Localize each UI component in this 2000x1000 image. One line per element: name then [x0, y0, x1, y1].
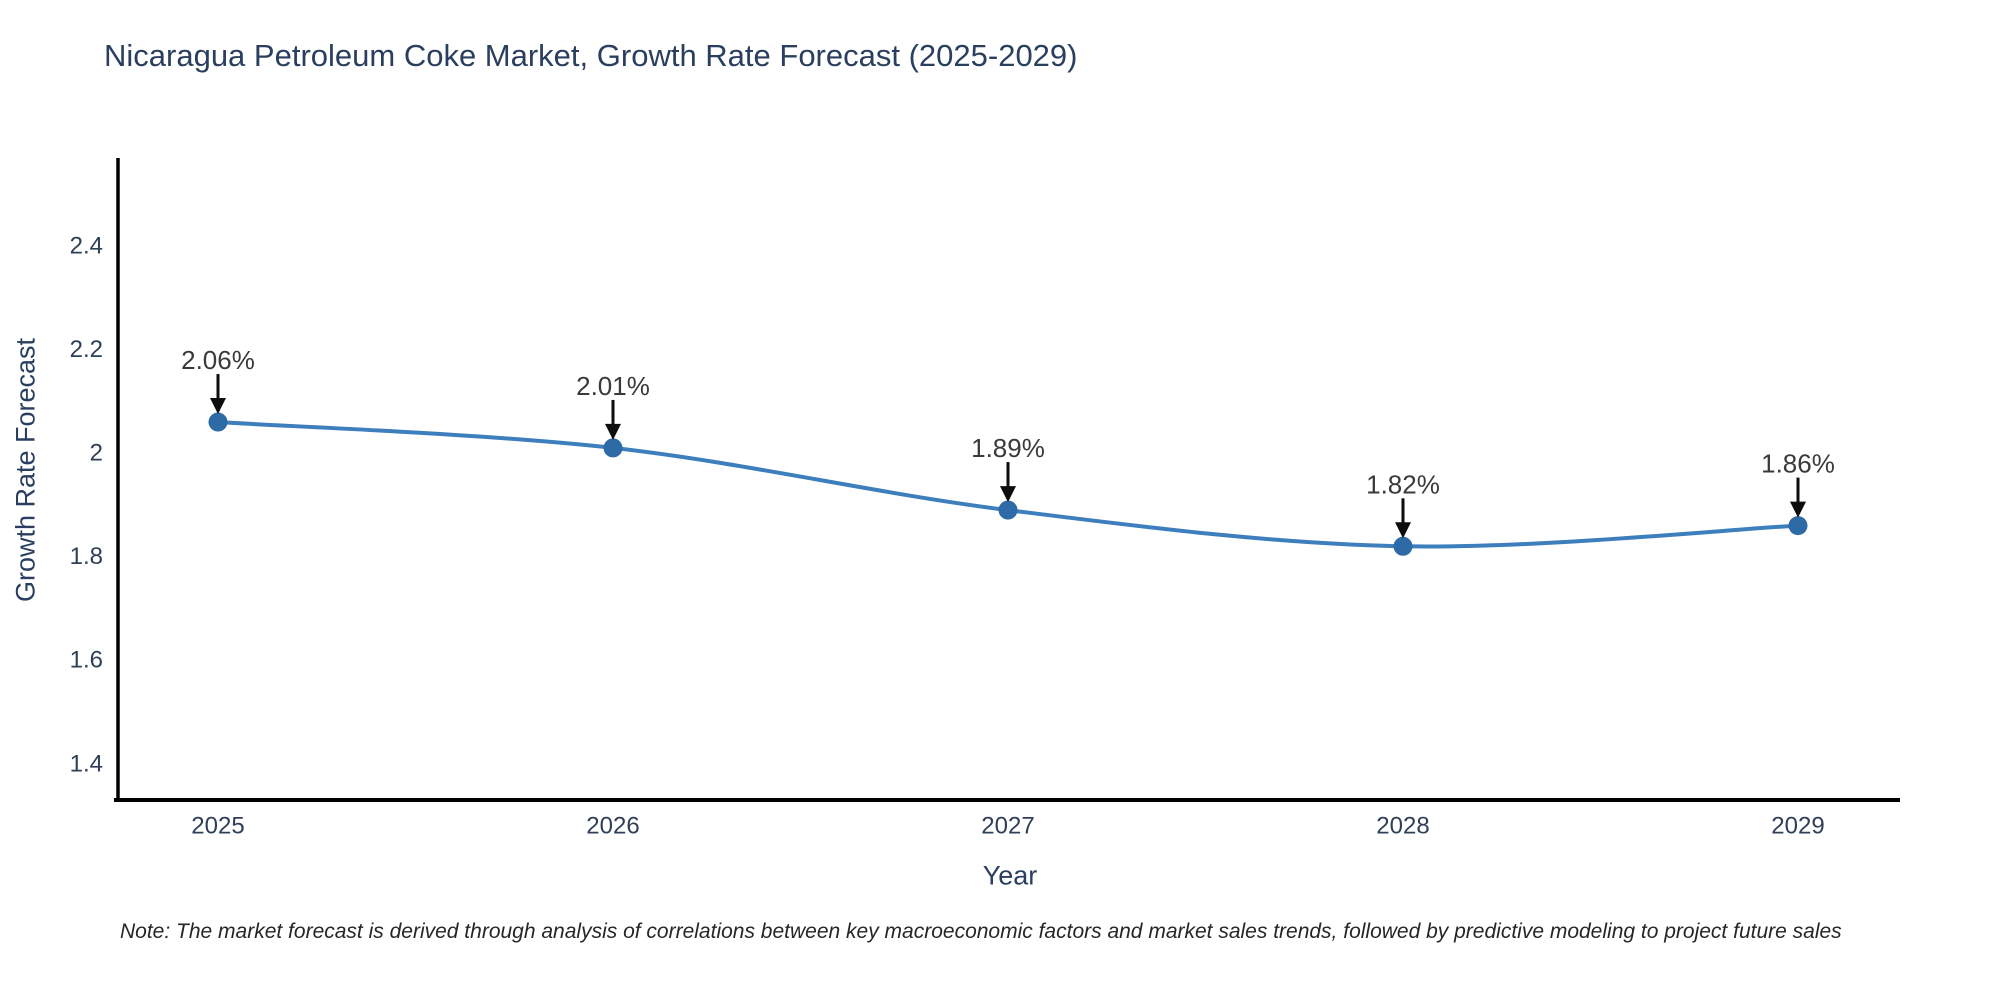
- y-tick-label: 2.2: [70, 336, 103, 363]
- data-point-marker: [208, 412, 228, 432]
- data-point-marker: [998, 500, 1018, 520]
- annotation-label: 1.89%: [971, 433, 1045, 463]
- annotation-label: 1.82%: [1366, 469, 1440, 499]
- data-point-marker: [603, 438, 623, 458]
- x-axis-title: Year: [982, 860, 1038, 891]
- x-tick-label: 2025: [191, 813, 244, 840]
- x-tick-label: 2029: [1771, 813, 1824, 840]
- annotation-label: 2.06%: [181, 345, 255, 375]
- x-tick-label: 2026: [586, 813, 639, 840]
- y-tick-label: 2.4: [70, 233, 103, 260]
- data-point-marker: [1393, 536, 1413, 556]
- x-tick-label: 2028: [1376, 813, 1429, 840]
- x-tick-label: 2027: [981, 813, 1034, 840]
- annotation-label: 2.01%: [576, 371, 650, 401]
- y-tick-label: 1.4: [70, 750, 103, 777]
- footnote-text: Note: The market forecast is derived thr…: [120, 920, 1842, 943]
- data-point-marker: [1788, 516, 1808, 536]
- y-tick-label: 2: [90, 440, 103, 467]
- chart-title: Nicaragua Petroleum Coke Market, Growth …: [104, 38, 1078, 73]
- annotation-label: 1.86%: [1761, 449, 1835, 479]
- annotation-arrowhead: [1395, 522, 1411, 539]
- annotation-arrowhead: [1000, 486, 1016, 503]
- annotation-arrowhead: [605, 423, 621, 440]
- annotation-arrowhead: [210, 398, 226, 415]
- annotation-arrowhead: [1790, 501, 1806, 518]
- y-tick-label: 1.8: [70, 543, 103, 570]
- y-tick-label: 1.6: [70, 647, 103, 674]
